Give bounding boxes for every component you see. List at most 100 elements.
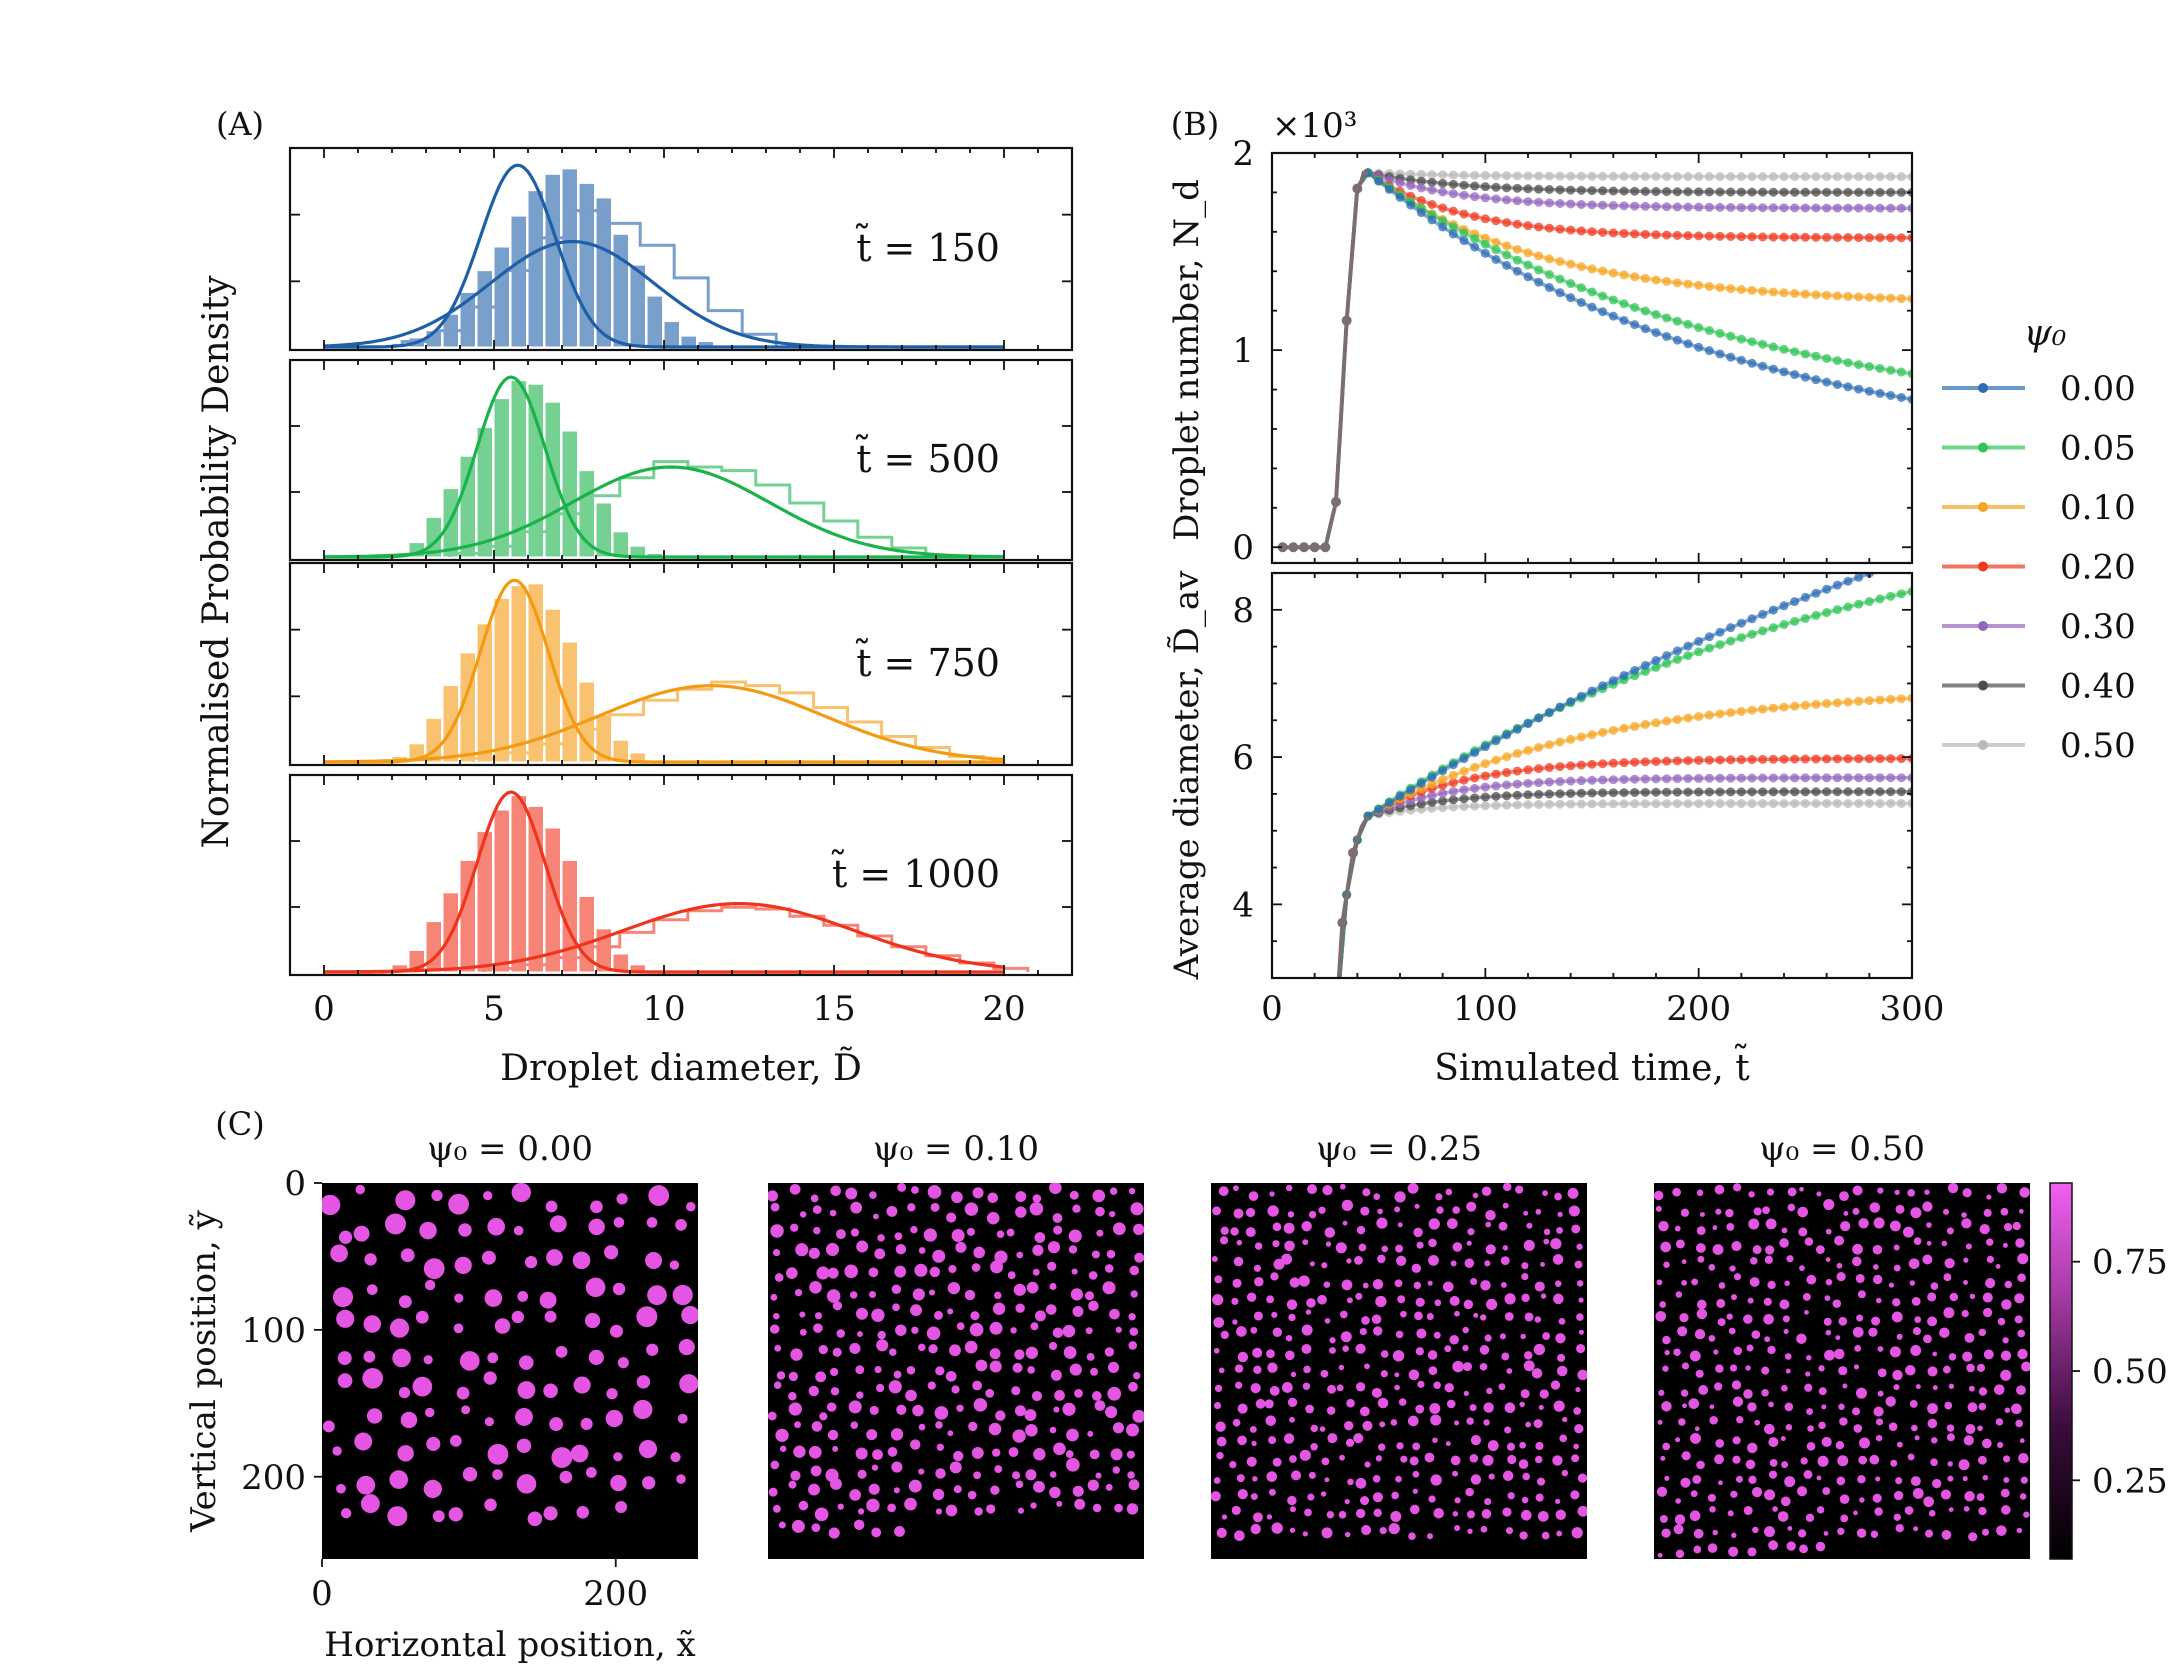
histogram-bar — [663, 321, 680, 348]
droplet — [1069, 1363, 1082, 1376]
droplet — [2000, 1350, 2012, 1361]
droplet — [1219, 1236, 1229, 1245]
y-tick-label: 8 — [1232, 591, 1254, 631]
data-point — [1747, 755, 1757, 765]
droplet — [1250, 1382, 1261, 1394]
droplet — [798, 1500, 809, 1511]
data-point — [1416, 176, 1426, 186]
data-point — [1790, 616, 1800, 626]
data-point — [1662, 651, 1672, 661]
droplet — [1781, 1461, 1789, 1469]
droplet — [1944, 1258, 1955, 1269]
data-point — [1320, 542, 1331, 553]
step-histogram — [482, 905, 1030, 972]
droplet — [1872, 1244, 1883, 1255]
fit-curve-large — [324, 902, 1005, 974]
data-point — [1395, 791, 1405, 801]
droplet — [539, 1291, 557, 1309]
data-point — [1502, 800, 1512, 810]
droplet — [1914, 1316, 1922, 1323]
droplet — [1133, 1223, 1144, 1236]
droplet — [928, 1344, 938, 1354]
droplet — [483, 1190, 493, 1201]
data-point — [1672, 187, 1682, 197]
data-point — [1747, 203, 1757, 213]
data-point — [1448, 189, 1458, 199]
data-point — [1480, 742, 1490, 752]
data-point — [1608, 295, 1618, 305]
droplet — [1525, 1421, 1532, 1428]
droplet — [1747, 1442, 1758, 1454]
droplet — [1678, 1418, 1686, 1426]
data-point — [1502, 752, 1512, 762]
droplet — [419, 1221, 437, 1240]
droplet — [1694, 1426, 1700, 1432]
droplet — [1870, 1530, 1879, 1538]
data-point — [1672, 799, 1682, 809]
droplet — [1327, 1384, 1336, 1394]
droplet — [1578, 1297, 1584, 1303]
droplet — [1976, 1493, 1985, 1502]
droplet — [1986, 1238, 1994, 1246]
droplet — [1869, 1202, 1881, 1213]
droplet — [604, 1245, 619, 1260]
droplet — [2019, 1438, 2025, 1444]
data-point — [1640, 171, 1650, 181]
data-point — [1598, 291, 1608, 301]
droplet — [1963, 1257, 1969, 1263]
droplet — [776, 1371, 786, 1380]
droplet — [449, 1435, 462, 1447]
droplet — [1783, 1328, 1789, 1335]
legend-marker — [1978, 680, 1988, 691]
droplet — [1895, 1524, 1904, 1533]
droplet — [1769, 1459, 1778, 1467]
droplet — [1049, 1183, 1062, 1195]
axes-box-top — [1270, 151, 1914, 565]
droplet — [1499, 1333, 1507, 1340]
droplet — [647, 1285, 667, 1305]
droplet — [827, 1267, 839, 1279]
data-point — [1587, 799, 1597, 809]
droplet — [1126, 1450, 1135, 1459]
data-point — [1822, 187, 1832, 197]
data-point — [1672, 335, 1682, 345]
data-point — [1875, 787, 1885, 797]
data-point — [1779, 702, 1789, 712]
droplet — [670, 1451, 681, 1463]
droplet — [853, 1519, 865, 1531]
droplet — [1504, 1312, 1514, 1321]
droplet — [1968, 1385, 1975, 1392]
data-point — [1896, 203, 1906, 213]
data-point — [1289, 1018, 1298, 1027]
droplet — [1708, 1264, 1716, 1271]
droplet — [2014, 1293, 2025, 1304]
data-point — [1587, 730, 1597, 740]
droplet — [1373, 1193, 1381, 1200]
droplet — [819, 1412, 828, 1421]
droplet — [1853, 1424, 1863, 1433]
data-point — [1864, 696, 1874, 706]
droplet — [1245, 1227, 1256, 1238]
data-point — [1502, 218, 1512, 228]
droplet — [1768, 1470, 1778, 1479]
data-point — [1427, 797, 1437, 807]
droplet — [1445, 1441, 1451, 1447]
droplet — [1911, 1296, 1921, 1306]
data-point — [1555, 737, 1565, 747]
data-point — [1907, 693, 1912, 703]
droplet — [786, 1267, 798, 1279]
droplet — [1251, 1440, 1257, 1447]
data-point — [1640, 201, 1650, 211]
data-point — [1651, 328, 1661, 338]
droplet — [1982, 1307, 1993, 1318]
droplet — [1964, 1491, 1975, 1502]
droplet — [1852, 1326, 1864, 1338]
droplet — [1470, 1474, 1482, 1485]
data-point — [1683, 713, 1693, 723]
droplet — [1928, 1510, 1936, 1517]
droplet — [1130, 1202, 1144, 1216]
droplet — [1096, 1229, 1104, 1237]
droplet — [769, 1324, 780, 1334]
droplet — [1395, 1255, 1407, 1266]
data-point — [1790, 597, 1800, 607]
